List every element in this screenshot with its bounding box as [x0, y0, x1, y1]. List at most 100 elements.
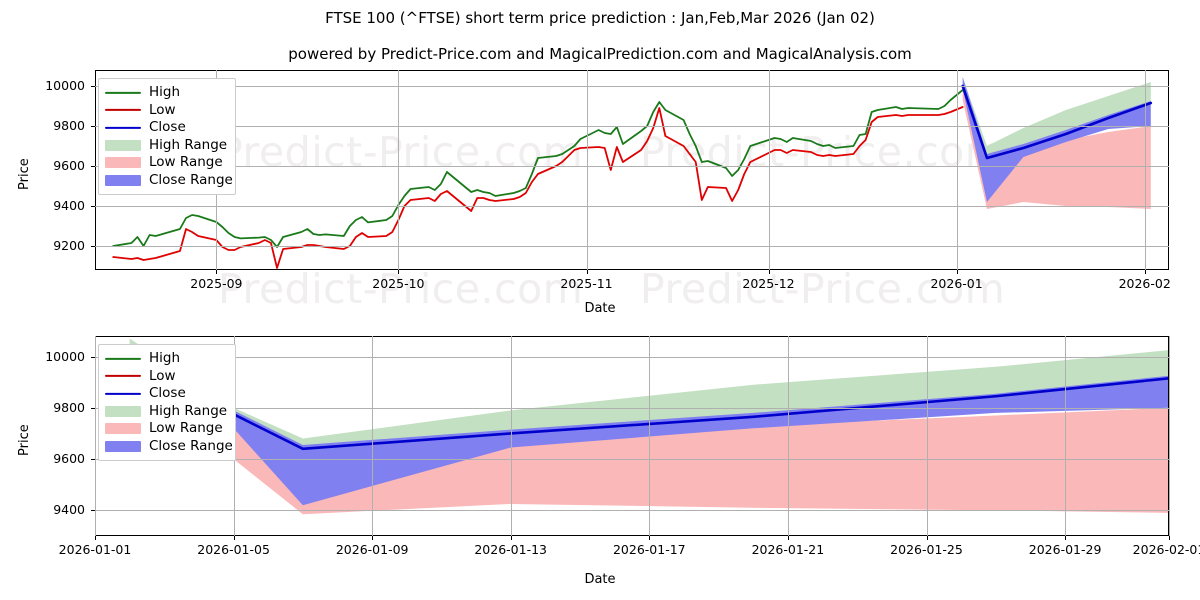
- x-axis-tick-mark: [1144, 270, 1146, 274]
- x-axis-tick-label: 2026-01-01: [58, 542, 132, 557]
- legend-item-label: Close Range: [149, 437, 233, 454]
- legend-item-label: Low Range: [149, 154, 223, 170]
- series-line-high: [112, 89, 964, 248]
- legend-item-high-range[interactable]: High Range: [105, 403, 228, 421]
- overview-plot-frame: [95, 70, 1169, 270]
- y-axis-tick-label: 10000: [45, 348, 85, 364]
- x-axis-tick-label: 2026-01-17: [612, 542, 686, 557]
- legend-item-low-range[interactable]: Low Range: [105, 154, 228, 172]
- legend-item-low-range[interactable]: Low Range: [105, 420, 228, 438]
- x-axis-tick-mark: [586, 270, 588, 274]
- page-title: FTSE 100 (^FTSE) short term price predic…: [325, 9, 875, 27]
- legend-item-label: Low Range: [149, 420, 223, 436]
- overview-plot-area: [95, 70, 1169, 270]
- legend-item-low[interactable]: Low: [105, 102, 228, 120]
- series-line-low: [112, 106, 964, 269]
- y-axis-tick-label: 9600: [53, 157, 85, 173]
- y-axis-tick-label: 9400: [53, 502, 85, 518]
- legend-patch-swatch-icon: [105, 156, 141, 169]
- y-axis-tick-label: 9800: [53, 399, 85, 415]
- legend-line-swatch-icon: [105, 121, 141, 134]
- legend-item-label: Low: [149, 101, 176, 118]
- legend-item-label: Close: [149, 119, 186, 135]
- legend-line-swatch-icon: [105, 370, 141, 383]
- band-high-range: [129, 338, 1169, 449]
- legend-item-close[interactable]: Close: [105, 385, 228, 403]
- x-axis-tick-label: 2026-02: [1118, 276, 1171, 291]
- legend-patch-swatch-icon: [105, 422, 141, 435]
- x-axis-tick-label: 2026-01-29: [1028, 542, 1102, 557]
- overview-x-axis-label: Date: [584, 301, 616, 316]
- detail-x-axis-label: Date: [584, 572, 616, 587]
- legend-patch-swatch-icon: [105, 174, 141, 187]
- x-axis-tick-mark: [956, 270, 958, 274]
- legend-item-label: Close Range: [149, 171, 233, 188]
- x-axis-tick-mark: [95, 536, 96, 540]
- legend-item-label: High Range: [149, 402, 228, 419]
- legend-item-high-range[interactable]: High Range: [105, 137, 228, 155]
- y-axis-tick-mark: [91, 126, 95, 127]
- y-axis-tick-mark: [91, 459, 95, 461]
- legend-line-swatch-icon: [105, 86, 141, 99]
- x-axis-tick-mark: [1169, 536, 1170, 540]
- legend-patch-swatch-icon: [105, 440, 141, 453]
- overview-y-axis-label: Price: [17, 158, 32, 190]
- x-axis-tick-label: 2026-01-21: [751, 542, 825, 557]
- overview-legend[interactable]: High Low Close High Range Low Range Close Ran…: [98, 78, 236, 195]
- band-low-range: [962, 87, 1151, 209]
- x-axis-tick-mark: [398, 270, 400, 274]
- legend-item-high[interactable]: High: [105, 350, 228, 368]
- x-axis-tick-label: 2026-01: [930, 276, 983, 291]
- x-axis-tick-mark: [233, 536, 235, 540]
- x-axis-tick-label: 2026-01-13: [474, 542, 548, 557]
- x-axis-tick-label: 2025-11: [560, 276, 613, 291]
- legend-item-label: High: [149, 350, 181, 366]
- detail-legend[interactable]: High Low Close High Range Low Range Close Ran…: [98, 344, 236, 461]
- y-axis-tick-mark: [91, 206, 95, 207]
- legend-item-low[interactable]: Low: [105, 368, 228, 386]
- page-subtitle: powered by Predict-Price.com and Magical…: [288, 45, 912, 63]
- y-axis-tick-label: 9800: [53, 117, 85, 133]
- y-axis-tick-mark: [91, 246, 95, 247]
- x-axis-tick-label: 2026-02-01: [1132, 542, 1200, 557]
- legend-item-high[interactable]: High: [105, 84, 228, 102]
- x-axis-tick-label: 2026-01-05: [197, 542, 270, 557]
- x-axis-tick-label: 2026-01-09: [335, 542, 409, 557]
- series-line-close: [961, 84, 1153, 160]
- x-axis-tick-mark: [787, 536, 789, 540]
- x-axis-tick-mark: [1065, 536, 1067, 540]
- y-axis-tick-mark: [91, 510, 95, 512]
- x-axis-tick-label: 2025-12: [742, 276, 795, 291]
- x-axis-tick-mark: [768, 270, 770, 274]
- x-axis-tick-mark: [216, 270, 218, 274]
- detail-y-axis-label: Price: [17, 424, 32, 456]
- legend-item-close-range[interactable]: Close Range: [105, 438, 233, 456]
- gridline-vertical: [1169, 336, 1170, 536]
- legend-item-label: Low: [149, 367, 176, 384]
- y-axis-tick-label: 9400: [53, 197, 85, 213]
- x-axis-tick-label: 2025-09: [190, 276, 243, 291]
- x-axis-tick-mark: [649, 536, 651, 540]
- x-axis-tick-label: 2026-01-25: [890, 542, 963, 557]
- y-axis-tick-mark: [91, 407, 95, 409]
- legend-line-swatch-icon: [105, 387, 141, 400]
- y-axis-tick-label: 10000: [45, 77, 85, 93]
- y-axis-tick-mark: [91, 86, 95, 87]
- band-close-range: [962, 77, 1151, 202]
- y-axis-tick-mark: [91, 166, 95, 167]
- legend-item-label: High: [149, 84, 181, 100]
- y-axis-tick-label: 9600: [53, 450, 85, 466]
- y-axis-tick-mark: [91, 356, 95, 358]
- legend-line-swatch-icon: [105, 104, 141, 117]
- band-high-range: [962, 77, 1151, 158]
- legend-item-close[interactable]: Close: [105, 119, 228, 137]
- x-axis-tick-mark: [926, 536, 928, 540]
- legend-item-close-range[interactable]: Close Range: [105, 172, 233, 190]
- y-axis-tick-label: 9200: [53, 237, 85, 253]
- overview-plot-svg: [112, 77, 1153, 269]
- x-axis-tick-mark: [510, 536, 512, 540]
- detail-plot-frame: [95, 336, 1169, 536]
- legend-item-label: Close: [149, 385, 186, 401]
